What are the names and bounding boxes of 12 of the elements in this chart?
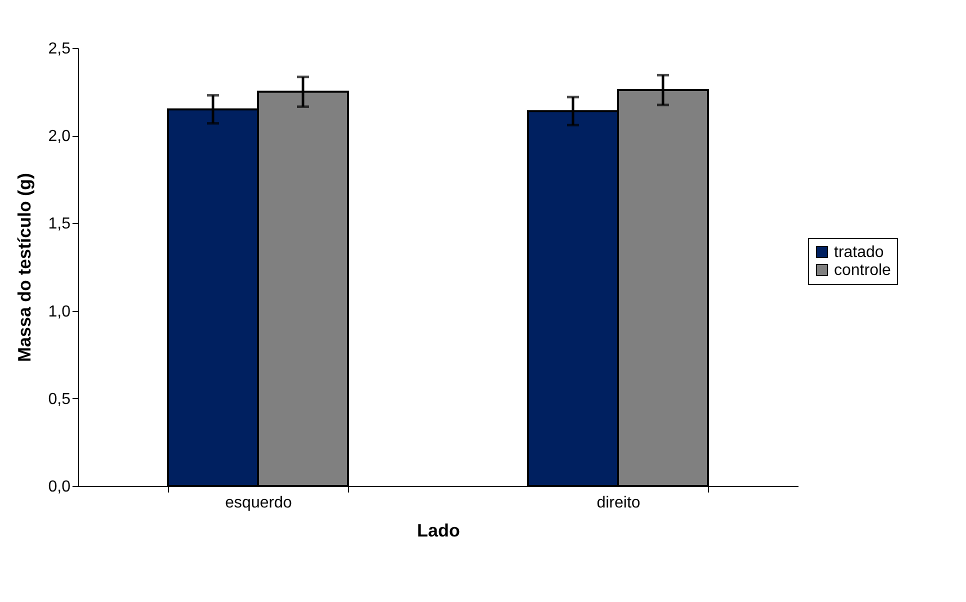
y-tick-label: 1,0 [48,303,71,320]
y-tick-label: 2,5 [48,40,71,58]
x-tick-label: esquerdo [225,494,292,512]
y-tick-label: 0,5 [48,390,71,408]
legend-label: controle [834,262,892,279]
x-axis-title: Lado [417,520,460,540]
x-tick-label: direito [596,494,640,512]
y-tick-label: 2,0 [48,128,71,146]
legend-label: tratado [834,244,884,261]
y-tick-label: 1,5 [48,216,71,233]
y-tick-label: 0,0 [48,478,71,496]
y-axis-title: Massa do testículo (g) [14,172,34,362]
